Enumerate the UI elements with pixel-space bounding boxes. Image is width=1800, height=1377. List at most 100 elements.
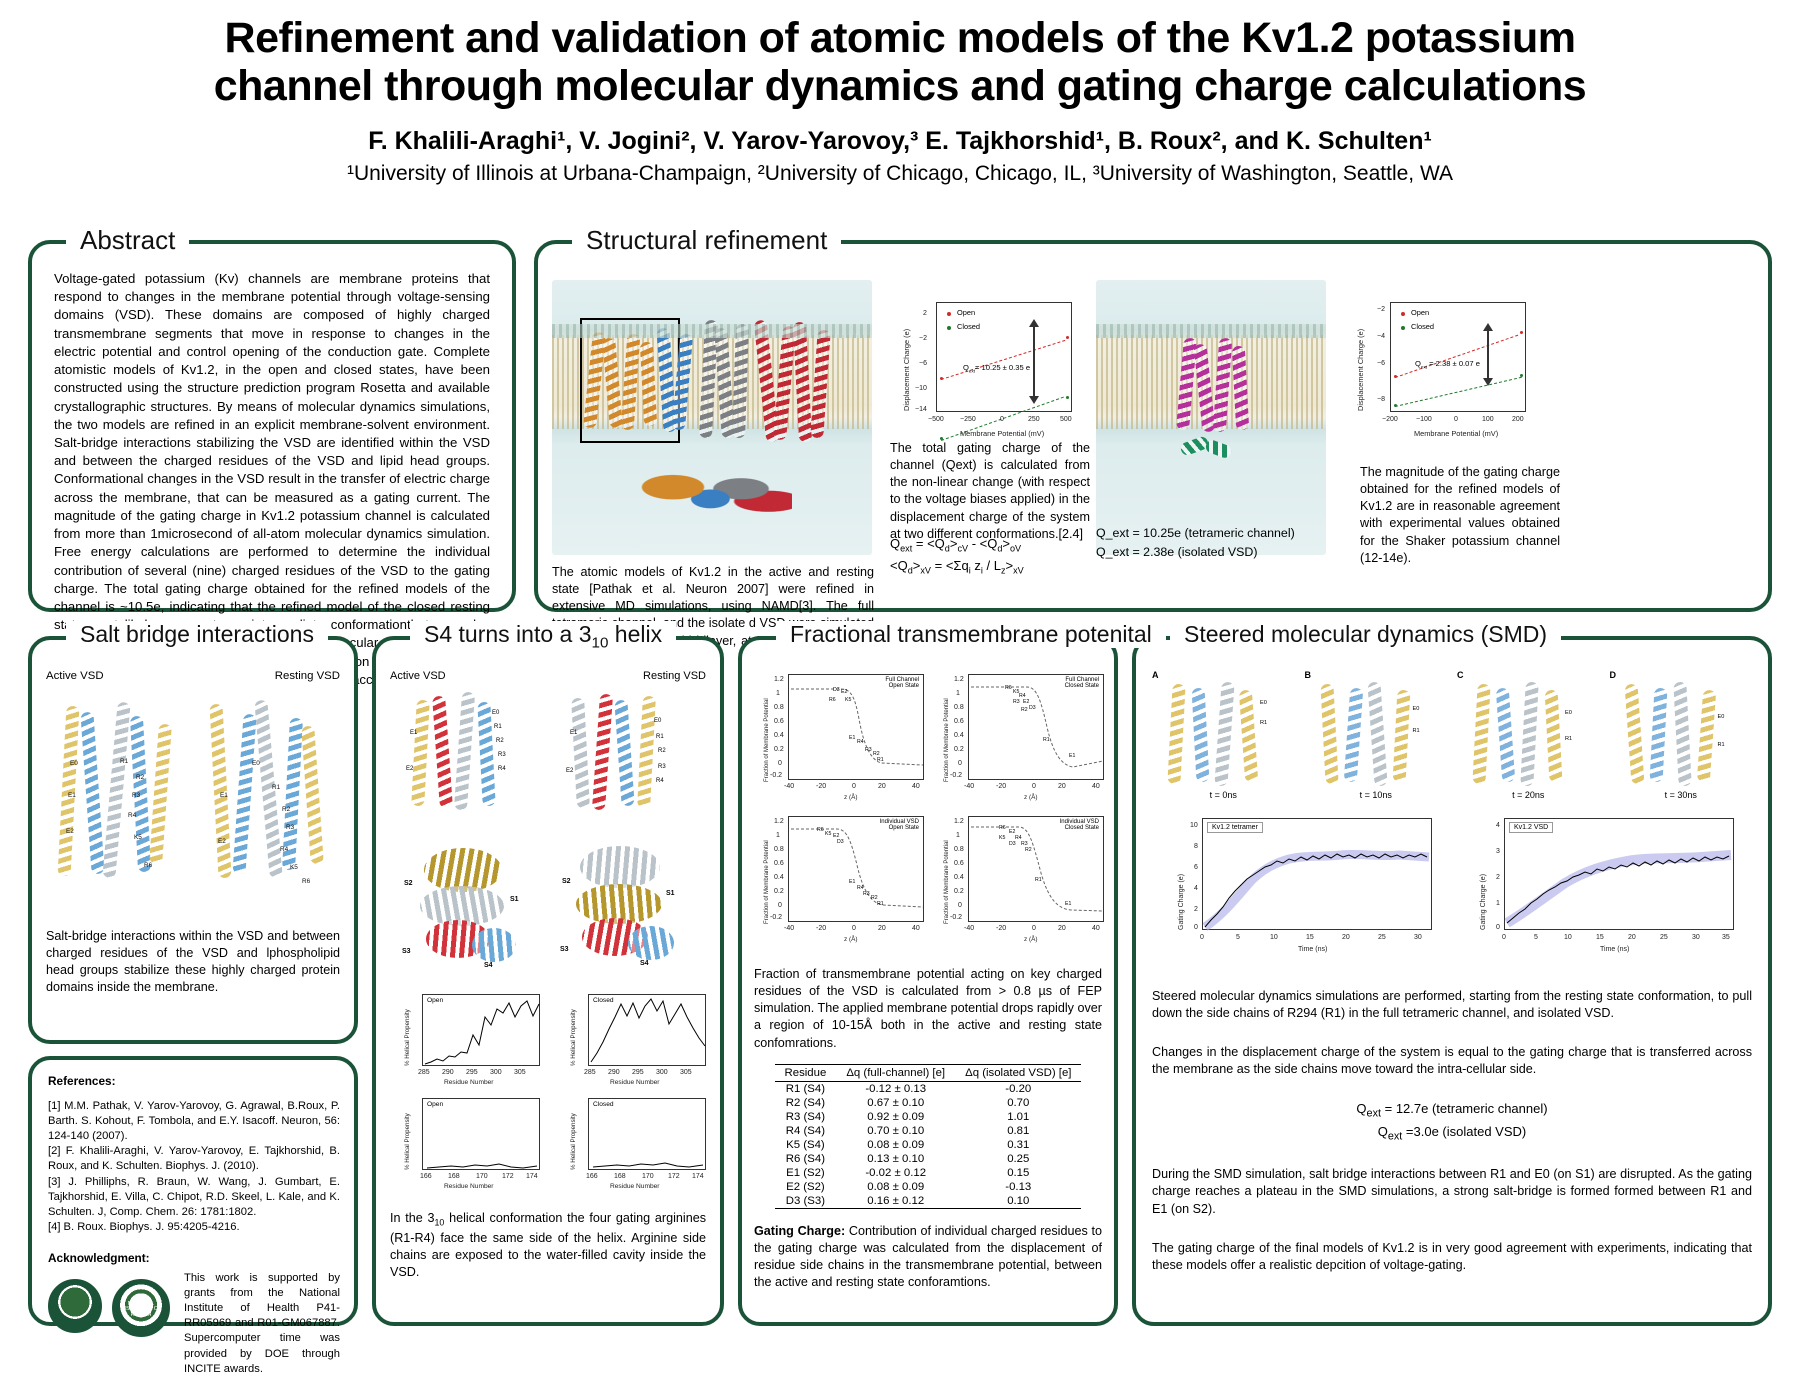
ytick: 2 [1496, 874, 1500, 881]
potential-curve [791, 688, 924, 766]
ytick: −6 [919, 360, 927, 367]
s4-resting-bottom-render: S2 S1 S3 S4 [556, 832, 698, 980]
cell-residue: R2 (S4) [785, 1096, 826, 1109]
data-point [940, 437, 944, 441]
chart-helical-propensity-open-top: Open 285 290 295 300 305 Residue Number … [396, 990, 546, 1090]
ytick: 8 [1194, 843, 1198, 850]
s4-caption: In the 310 helical conformation the four… [390, 1210, 706, 1281]
title-line-2: channel through molecular dynamics and g… [213, 62, 1587, 111]
chart-subtitle: Kv1.2 tetramer [1207, 822, 1263, 833]
y-axis-label: Displacement Charge (e) [1356, 328, 1365, 411]
smd-frame-time: t = 30ns [1664, 790, 1697, 800]
smd-caption-3: During the SMD simulation, salt bridge i… [1152, 1167, 1752, 1216]
xtick: 5 [1236, 934, 1240, 941]
xtick: 20 [878, 783, 886, 790]
legend-dot-open [947, 312, 951, 316]
qext-annotation: Qext = 2.38 ± 0.07 e [1415, 359, 1480, 370]
xtick: -20 [996, 783, 1007, 790]
gating-charge-caption: Gating Charge: Contribution of individua… [754, 1223, 1102, 1292]
chart-subtitle: Closed [593, 1101, 614, 1108]
legend-label-closed: Closed [1411, 322, 1435, 331]
xtick: 0 [852, 925, 856, 932]
ytick: 1 [776, 832, 780, 839]
table-row: E2 (S2) 0.08 ± 0.09 -0.13 [775, 1180, 1082, 1194]
author-list: F. Khalili-Araghi¹, V. Jogini², V. Yarov… [368, 127, 1432, 156]
plot-area: Closed [588, 994, 706, 1066]
table-row: R2 (S4) 0.67 ± 0.10 0.70 [775, 1096, 1082, 1110]
ytick: 2 [1194, 906, 1198, 913]
smd-frame-letter: B [1304, 670, 1312, 680]
s4-title-pre: S4 turns into a 3 [424, 621, 592, 647]
cell-dq-vsd: 0.81 [1007, 1124, 1030, 1137]
chart-helical-propensity-open-bottom: Open 166 168 170 172 174 Residue Number … [396, 1094, 546, 1194]
potential-curve [971, 826, 1104, 912]
ytick: −2 [919, 335, 927, 342]
plot-area: Open Closed Qext= 10.25 ± 0.35 e [936, 302, 1072, 441]
table-row: R3 (S4) 0.92 ± 0.09 1.01 [775, 1110, 1082, 1124]
plot-area: Individual VSD Open State R6 K5 E2 D3 E1 … [788, 816, 924, 922]
ytick: 1.2 [954, 676, 964, 683]
cell-dq-vsd: -0.20 [1005, 1082, 1032, 1095]
xtick: 0 [1000, 416, 1004, 423]
salt-bridge-label-active: Active VSD [46, 670, 104, 682]
y-axis-label: % Helical Propensity [570, 1113, 577, 1170]
xtick: 285 [418, 1069, 430, 1076]
cell-residue: K5 (S4) [786, 1138, 825, 1151]
ytick: 1.2 [774, 818, 784, 825]
y-axis-label: Gating Charge (e) [1178, 873, 1185, 930]
ytick: −14 [915, 406, 927, 413]
legend-dot-closed [1401, 326, 1405, 330]
s4-resting-top-render: E0 R1 R2 R3 R4 E1 E2 [556, 686, 698, 824]
xtick: 5 [1534, 934, 1538, 941]
ytick: 1 [1496, 900, 1500, 907]
y-axis-label: % Helical Propensity [404, 1113, 411, 1170]
xtick: 170 [642, 1173, 654, 1180]
ytick: 0.4 [774, 732, 784, 739]
plot-area: Open [422, 1098, 540, 1170]
panel-smd: Steered molecular dynamics (SMD) A E0 R1… [1132, 621, 1772, 1326]
series-line [1504, 850, 1732, 928]
s4-active-bottom-render: S2 S1 S3 S4 [398, 832, 540, 980]
y-axis-label: Fraction of Membrane Potential [944, 698, 950, 782]
nih-seal-text: NATIONAL INSTITUTES OF HEALTH [120, 1300, 162, 1319]
xtick: 40 [912, 783, 920, 790]
ytick: 0.4 [954, 874, 964, 881]
cell-dq-full: 0.13 ± 0.10 [867, 1152, 925, 1165]
ytick: 0 [778, 902, 782, 909]
chart-helical-propensity-closed-bottom: Closed 166 168 170 172 174 Residue Numbe… [562, 1094, 712, 1194]
acknowledgment-title: Acknowledgment: [48, 1250, 150, 1265]
ytick: -0.2 [770, 772, 783, 779]
x-axis-label: z (Å) [844, 794, 858, 801]
xtick: 300 [656, 1069, 668, 1076]
ytick: −2 [1377, 306, 1385, 313]
series-line [592, 1162, 704, 1168]
x-axis-label: z (Å) [1024, 794, 1038, 801]
xtick: 300 [490, 1069, 502, 1076]
chart-frac-vsd-open: Individual VSD Open State R6 K5 E2 D3 E1 … [754, 812, 932, 948]
ytick: 0.6 [774, 718, 784, 725]
ytick: −4 [1377, 333, 1385, 340]
xtick: 166 [420, 1173, 432, 1180]
cell-dq-full: -0.02 ± 0.12 [865, 1166, 927, 1179]
series-line [426, 1163, 538, 1169]
panel-structural-refinement: Structural refinement [534, 225, 1772, 665]
column-header-dq-full: Δq (full-channel) [e] [836, 1063, 956, 1082]
legend-dot-open [1401, 312, 1405, 316]
data-point [1520, 374, 1524, 378]
cell-dq-full: -0.12 ± 0.13 [865, 1082, 927, 1095]
xtick: 20 [1058, 925, 1066, 932]
table-header-row: Residue Δq (full-channel) [e] Δq (isolat… [774, 1063, 1082, 1082]
smd-frame: A E0 R1 t = 0ns [1152, 670, 1295, 800]
gating-charge-text: Contribution of individual charged resid… [754, 1223, 1103, 1289]
structural-caption-right: The magnitude of the gating charge obtai… [1360, 465, 1560, 565]
legend-label-open: Open [957, 308, 976, 317]
smd-equation-tetramer: Qext = 12.7e (tetrameric channel) [1356, 1100, 1548, 1120]
vsd-resting-render: E0 E1 R1 R2 R3 E2 R4 K5 R6 [198, 688, 338, 916]
ytick: 0 [958, 760, 962, 767]
plot-area: Kv1.2 tetramer [1202, 818, 1432, 931]
x-axis-label: Time (ns) [1298, 946, 1328, 953]
ytick: 0.2 [954, 746, 964, 753]
trend-open [1395, 334, 1519, 378]
ytick: 4 [1194, 885, 1198, 892]
ytick: 0 [958, 902, 962, 909]
